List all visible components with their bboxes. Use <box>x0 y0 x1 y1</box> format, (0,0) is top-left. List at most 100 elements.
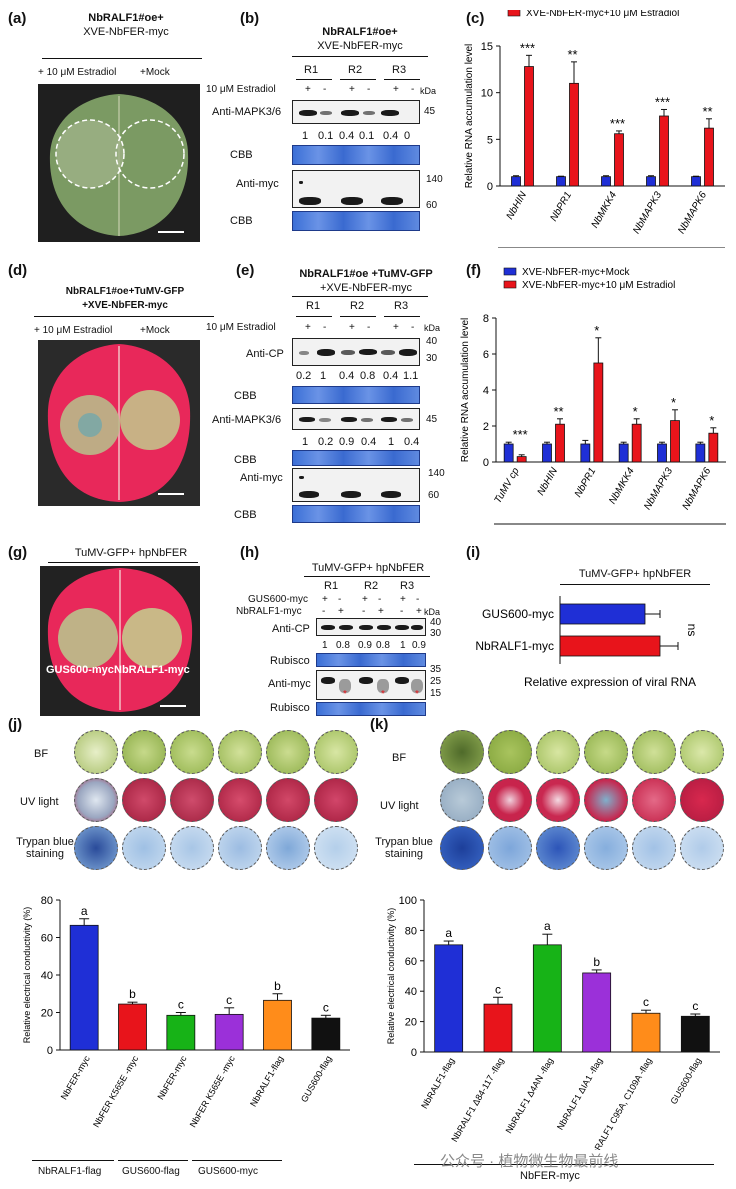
panel-label-e: (e) <box>236 262 255 279</box>
x-tick-label: NbFER-myc <box>59 1054 92 1102</box>
rep-r2: R2 <box>348 64 363 76</box>
sign: + <box>393 322 399 333</box>
y-tick-label: 0 <box>483 457 489 469</box>
bar <box>214 1013 244 1051</box>
leaf-disc-photo <box>122 730 166 774</box>
blot-myc-b <box>292 170 420 208</box>
panel-a-title-1: NbRALF1#oe+ <box>88 12 164 24</box>
watermark: 公众号 · 植物微生物最前线 <box>440 1153 619 1170</box>
kda-e: kDa <box>424 323 441 333</box>
y-tick-label: 4 <box>483 385 489 397</box>
significance-letter: c <box>643 995 649 1009</box>
blot-label-mapk: Anti-MAPK3/6 <box>212 414 282 426</box>
leaf-disc-photo <box>632 826 676 870</box>
sign: + <box>416 606 422 617</box>
bar <box>618 443 629 463</box>
bar <box>580 443 591 463</box>
x-axis-label: NbRALF1#oe +TuMV-GFP <box>544 529 677 530</box>
significance-mark: ** <box>567 47 577 62</box>
panel-label-d: (d) <box>8 262 28 279</box>
rep-r3: R3 <box>392 64 407 76</box>
blot-cp-h <box>316 618 426 636</box>
cbb-label: CBB <box>230 149 253 161</box>
x-tick-label: NbRALF1 Δ4AN -flag <box>504 1056 555 1135</box>
sign: - <box>338 594 342 605</box>
sign: + <box>322 594 328 605</box>
disc-grid-j <box>74 730 360 880</box>
sign: - <box>323 84 327 95</box>
y-tick-label: 0 <box>411 1047 417 1059</box>
quant: 0.4 <box>383 370 399 382</box>
bar <box>670 420 680 463</box>
panel-label-a: (a) <box>8 10 27 27</box>
blot-myc-h: * * * <box>316 670 426 700</box>
marker: 60 <box>426 200 438 211</box>
leaf-disc-photo <box>314 826 358 870</box>
quant: 0.8 <box>336 640 350 651</box>
bar <box>695 443 706 463</box>
sign: - <box>411 322 415 333</box>
quant: 1.1 <box>403 370 419 382</box>
leaf-disc-photo <box>74 730 118 774</box>
panel-d-title-1: NbRALF1#oe+TuMV-GFP <box>65 286 185 297</box>
rep-r1: R1 <box>304 64 319 76</box>
rep-r2: R2 <box>364 580 379 592</box>
leaf-disc-photo <box>314 730 358 774</box>
panel-label-g: (g) <box>8 544 28 561</box>
significance-mark: ** <box>702 104 712 119</box>
row-ralf-label: NbRALF1-myc <box>236 606 302 617</box>
bar <box>631 1012 661 1053</box>
significance-letter: c <box>178 998 184 1012</box>
treatment-label-e: 10 μM Estradiol <box>206 322 276 333</box>
y-tick-label: 0 <box>487 181 493 193</box>
rep-r3: R3 <box>400 580 415 592</box>
bar <box>483 1003 513 1053</box>
sign: - <box>323 322 327 333</box>
y-tick-label: 20 <box>41 1008 53 1020</box>
x-tick-label: NbRALF1 ΔIA1 -flag <box>555 1056 604 1132</box>
panel-label-f: (f) <box>466 262 481 279</box>
bar <box>166 1014 196 1051</box>
marker: 60 <box>428 490 440 501</box>
row-label-bf: BF <box>34 748 49 760</box>
legend-label: XVE-NbFER-myc+10 μM Estradiol <box>526 10 679 19</box>
bar <box>559 603 646 625</box>
y-tick-label: 60 <box>405 956 417 968</box>
annotation: ns <box>685 624 699 637</box>
quant: 1 <box>400 640 406 651</box>
panel-i-title: TuMV-GFP+ hpNbFER <box>578 568 692 580</box>
panel-b-title-1: NbRALF1#oe+ <box>322 26 398 38</box>
leaf-disc-photo <box>440 730 484 774</box>
significance-letter: c <box>692 999 698 1013</box>
sign: - <box>416 594 420 605</box>
y-axis-label: Relative electrical conductivity (%) <box>386 908 396 1045</box>
leaf-disc-photo <box>314 778 358 822</box>
bar <box>631 423 642 463</box>
leaf-disc-photo <box>536 778 580 822</box>
quant: 0.4 <box>361 436 377 448</box>
leaf-disc-photo <box>266 826 310 870</box>
leaf-disc-photo <box>74 778 118 822</box>
sign: - <box>367 84 371 95</box>
quant: 0.1 <box>359 130 375 142</box>
leaf-disc-photo <box>488 826 532 870</box>
panel-g-title: TuMV-GFP+ hpNbFER <box>74 547 188 559</box>
leaf-disc-photo <box>680 730 724 774</box>
panel-d-title-2: +XVE-NbFER-myc <box>82 300 168 311</box>
legend-swatch <box>503 267 517 276</box>
marker: 45 <box>426 414 438 425</box>
marker: 40 <box>426 336 438 347</box>
x-tick-label: NbMKK4 <box>590 190 620 231</box>
y-tick-label: 6 <box>483 349 489 361</box>
leaf-disc-photo <box>632 730 676 774</box>
cbb-stain <box>292 211 420 231</box>
row-label-uv: UV light <box>20 796 59 808</box>
bar <box>559 635 661 657</box>
leaf-disc-photo <box>74 826 118 870</box>
cbb-stain <box>292 450 420 466</box>
y-tick-label: 2 <box>483 421 489 433</box>
quant: 0.9 <box>358 640 372 651</box>
quant: 0.1 <box>318 130 334 142</box>
bar <box>704 127 714 187</box>
